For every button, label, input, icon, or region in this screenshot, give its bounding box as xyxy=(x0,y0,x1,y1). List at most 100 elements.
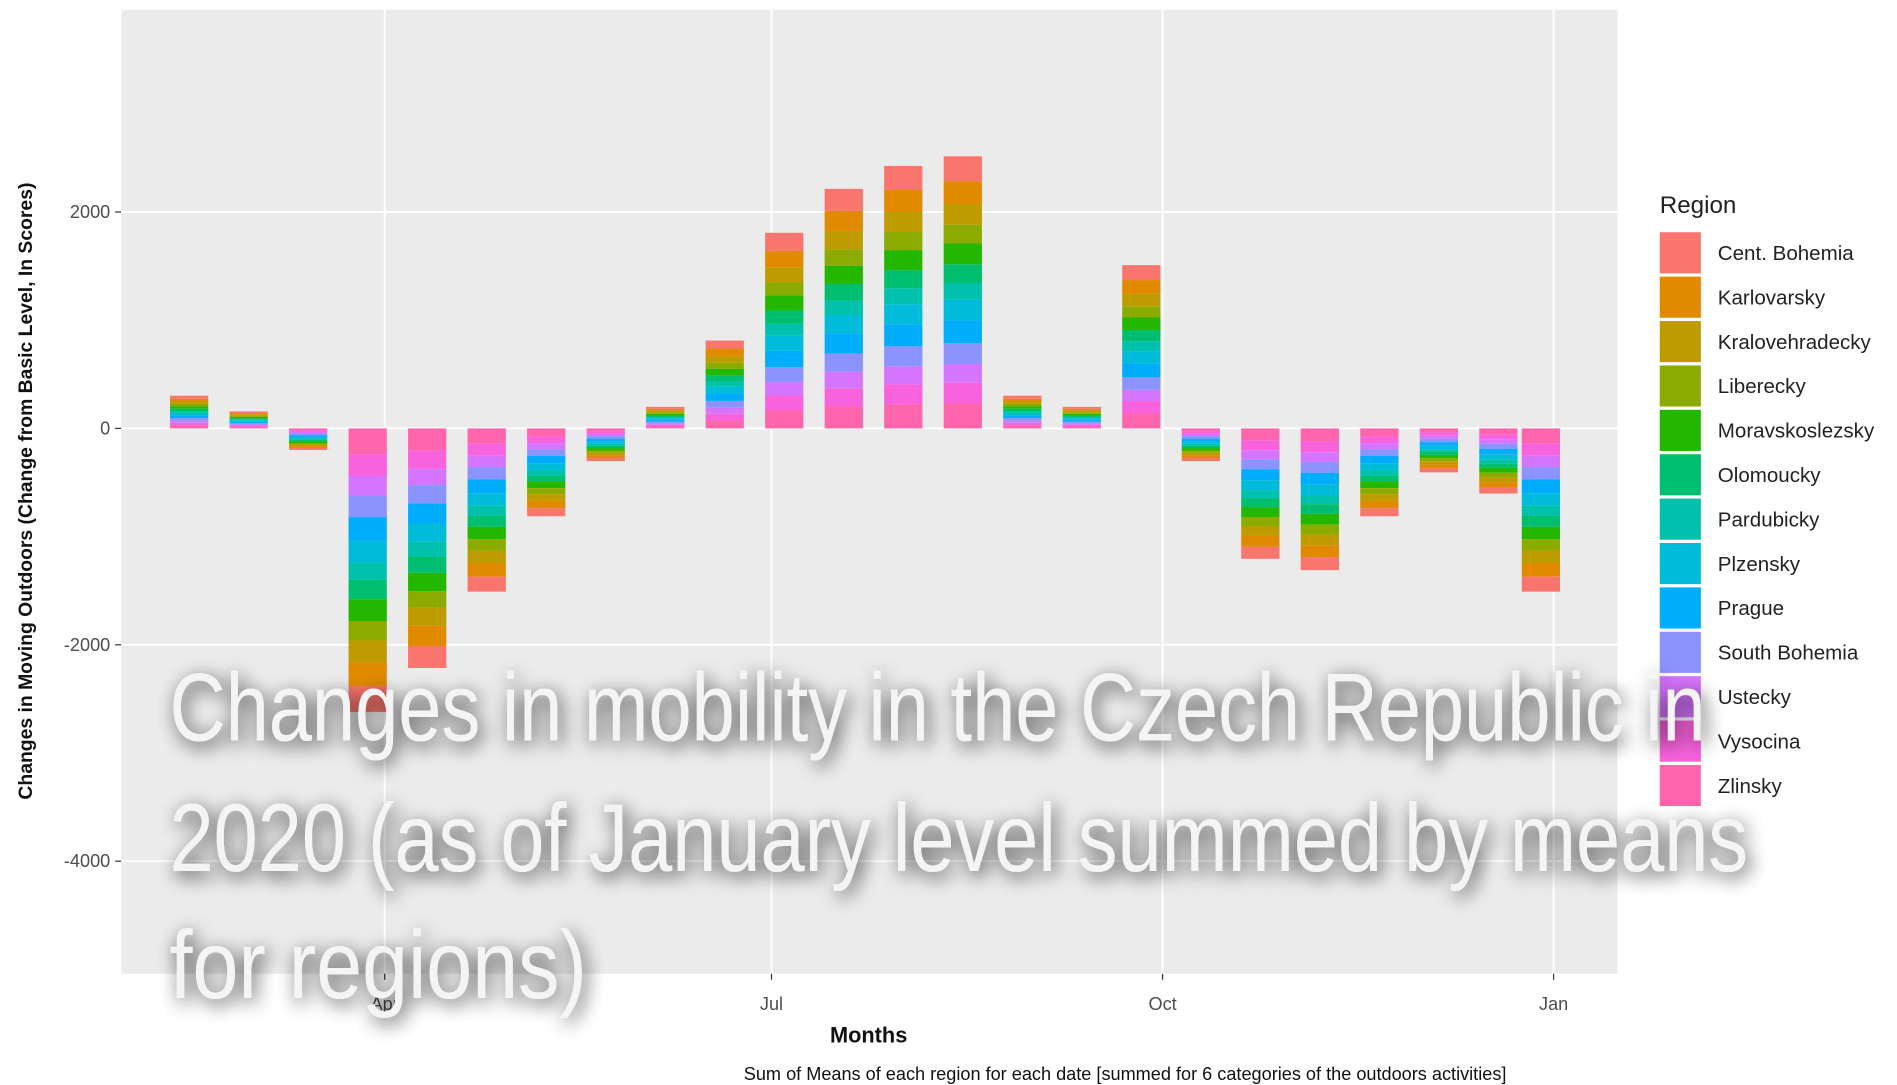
bar-segment xyxy=(646,412,685,414)
bar-segment xyxy=(1479,477,1518,483)
bar-segment xyxy=(348,428,387,455)
bar-segment xyxy=(646,418,685,420)
bar-segment xyxy=(1360,463,1399,470)
legend-key xyxy=(1659,542,1701,585)
bar-segment xyxy=(1360,428,1399,437)
bar-segment xyxy=(229,426,268,429)
bar-segment xyxy=(1062,418,1101,420)
bar-segment xyxy=(1241,535,1280,547)
legend-label: Zlinsky xyxy=(1718,775,1783,798)
bar-segment xyxy=(943,203,982,225)
bar-segment xyxy=(170,420,209,423)
legend-label: Liberecky xyxy=(1718,375,1807,398)
bar-segment xyxy=(705,407,744,414)
legend-label: Prague xyxy=(1718,597,1784,620)
bar-segment xyxy=(467,539,506,551)
axes: -4000 -2000 0 2000 Apr Jul Oct Jan xyxy=(64,202,1568,1014)
bar-segment xyxy=(1479,448,1518,455)
bar-segment xyxy=(170,422,209,426)
bar-segment xyxy=(1479,434,1518,440)
bar-segment xyxy=(527,481,566,489)
bar-segment xyxy=(824,353,863,372)
bar-segment xyxy=(1419,468,1458,473)
bar-segment xyxy=(765,350,804,368)
bar-segment xyxy=(646,426,685,429)
bar-segment xyxy=(705,375,744,382)
x-tick-label: Jan xyxy=(1539,994,1568,1014)
overlay-title-line: for regions) xyxy=(170,910,587,1019)
bar-segment xyxy=(289,439,328,442)
bar-segment xyxy=(824,283,863,301)
bar-segment xyxy=(467,479,506,494)
bar-segment xyxy=(1360,500,1399,509)
bar-segment xyxy=(705,381,744,387)
bar-segment xyxy=(527,475,566,482)
bar-segment xyxy=(765,232,804,251)
bar-segment xyxy=(646,415,685,417)
bar-segment xyxy=(289,438,328,440)
bar-segment xyxy=(348,579,387,600)
bar-segment xyxy=(1300,524,1339,535)
bar-segment xyxy=(1062,416,1101,419)
bar-segment xyxy=(1003,420,1042,423)
bar-segment xyxy=(646,416,685,419)
bar-segment xyxy=(1122,401,1161,414)
bar-segment xyxy=(1419,449,1458,452)
bar-segment xyxy=(348,540,387,563)
bar-segment xyxy=(646,408,685,411)
bar-segment xyxy=(229,421,268,424)
bar-segment xyxy=(348,662,387,686)
bar-segment xyxy=(408,645,447,668)
bar-segment xyxy=(289,430,328,432)
bar-segment xyxy=(408,572,447,592)
bar-segment xyxy=(1062,406,1101,409)
bar-segment xyxy=(1521,428,1561,444)
bar-segment xyxy=(884,165,923,190)
bar-segment xyxy=(1062,412,1101,414)
bar-segment xyxy=(289,446,328,448)
bar-segment xyxy=(467,576,506,592)
bar-segment xyxy=(1181,445,1220,449)
y-tick-label: -4000 xyxy=(64,851,110,871)
bar-segment xyxy=(467,467,506,480)
legend-label: Kralovehradecky xyxy=(1718,331,1872,354)
bar-segment xyxy=(170,401,209,404)
bar-segment xyxy=(1003,425,1042,429)
bar-segment xyxy=(1419,442,1458,446)
bar-segment xyxy=(1241,480,1280,491)
bar-segment xyxy=(824,230,863,250)
legend-key xyxy=(1659,764,1701,807)
bar-segment xyxy=(1419,458,1458,462)
overlay-title: Changes in mobility in the Czech Republi… xyxy=(170,652,1749,1019)
bar-segment xyxy=(1521,562,1561,577)
bar-segment xyxy=(348,454,387,477)
bar-segment xyxy=(1521,526,1561,540)
bar-segment xyxy=(824,333,863,354)
bar-segment xyxy=(765,395,804,411)
legend-key xyxy=(1659,454,1701,496)
bar-segment xyxy=(884,270,923,289)
bar-segment xyxy=(765,410,804,429)
bar-segment xyxy=(824,300,863,316)
bar-segment xyxy=(884,232,923,251)
bar-segment xyxy=(646,423,685,425)
bar-segment xyxy=(943,224,982,244)
bar-segment xyxy=(1521,455,1561,468)
bar-segment xyxy=(170,403,209,407)
bar-segment xyxy=(765,323,804,336)
bar-segment xyxy=(586,438,625,442)
bar-segment xyxy=(1300,557,1339,571)
bar-segment xyxy=(1300,495,1339,505)
bar-segment xyxy=(1003,406,1042,409)
bar-segment xyxy=(1062,421,1101,424)
bar-segment xyxy=(943,181,982,204)
bar-segment xyxy=(1479,487,1518,494)
legend-label: Plzensky xyxy=(1718,553,1801,576)
bar-segment xyxy=(348,620,387,641)
bar-segment xyxy=(229,420,268,422)
bar-segment xyxy=(1241,490,1280,499)
bar-segment xyxy=(1003,408,1042,411)
bar-segment xyxy=(1062,415,1101,417)
bar-segment xyxy=(1479,428,1518,435)
bar-segment xyxy=(884,366,923,385)
